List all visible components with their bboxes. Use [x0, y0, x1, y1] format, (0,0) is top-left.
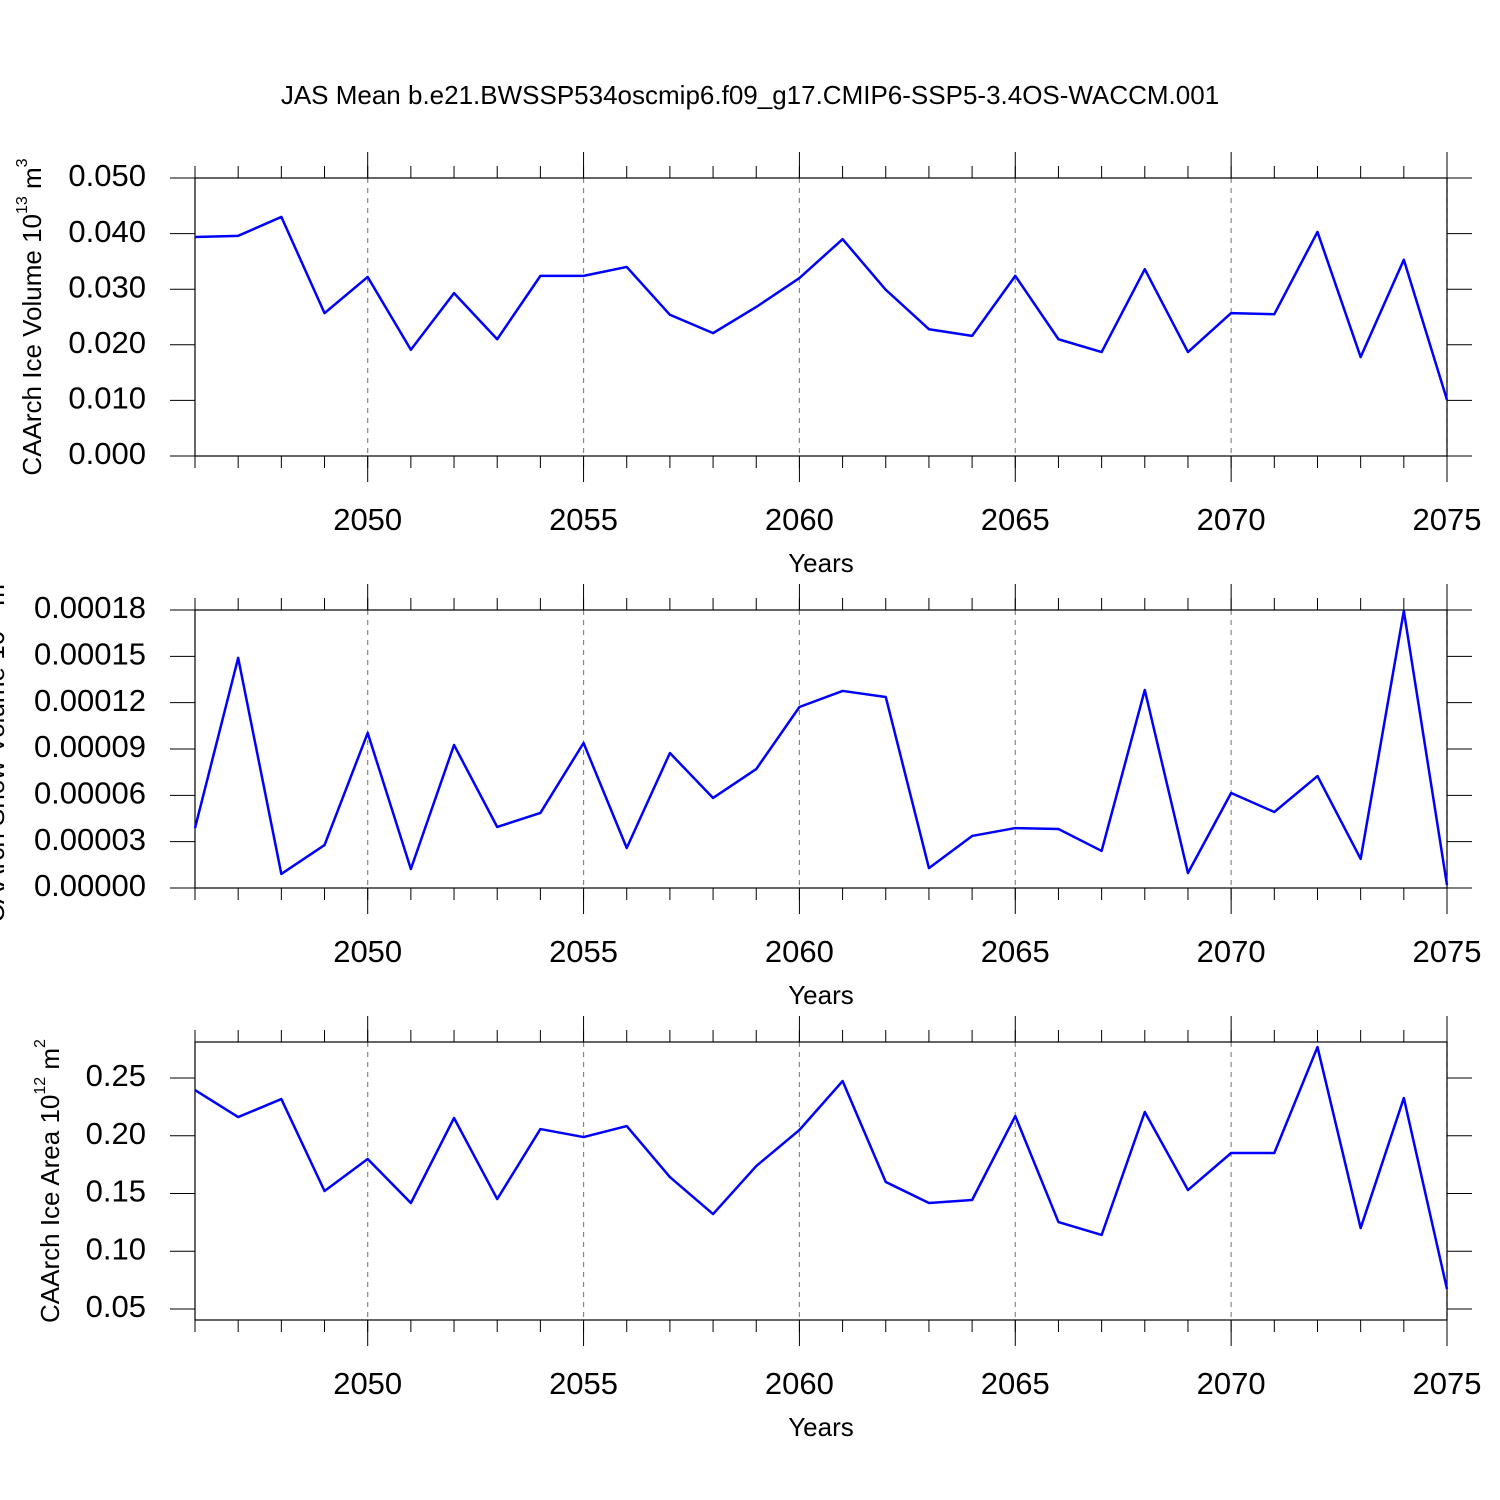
x-tick-label: 2055 [549, 502, 618, 537]
y-tick-label: 0.10 [86, 1231, 146, 1266]
x-axis-label: Years [788, 980, 854, 1010]
x-tick-label: 2075 [1413, 502, 1482, 537]
x-tick-label: 2070 [1197, 1366, 1266, 1401]
x-tick-label: 2050 [333, 934, 402, 969]
data-line [194, 1045, 1449, 1290]
y-tick-label: 0.25 [86, 1058, 146, 1093]
x-tick-label: 2055 [549, 934, 618, 969]
x-tick-label: 2060 [765, 502, 834, 537]
y-tick-label: 0.05 [86, 1289, 146, 1324]
y-tick-label: 0.00006 [34, 776, 146, 811]
y-axis-label-part: m [17, 167, 47, 196]
x-tick-label: 2075 [1413, 1366, 1482, 1401]
x-tick-label: 2075 [1413, 934, 1482, 969]
figure-title: JAS Mean b.e21.BWSSP534oscmip6.f09_g17.C… [281, 80, 1219, 110]
y-axis-label-exponent: 2 [32, 1039, 49, 1048]
y-tick-label: 0.20 [86, 1116, 146, 1151]
x-axis-label: Years [788, 548, 854, 578]
y-tick-label: 0.030 [68, 269, 146, 304]
y-tick-label: 0.00003 [34, 822, 146, 857]
y-axis-label-part: m [0, 584, 10, 613]
x-tick-label: 2065 [981, 1366, 1050, 1401]
y-axis-label: CAArch Ice Volume 1013 m3 [14, 158, 47, 475]
y-axis-label: CAArch Ice Area 1012 m2 [32, 1039, 65, 1323]
y-tick-label: 0.010 [68, 381, 146, 416]
data-line [194, 215, 1449, 401]
y-tick-label: 0.00009 [34, 729, 146, 764]
x-axis-label: Years [788, 1412, 854, 1442]
y-axis-label-part: CAArch Ice Volume 10 [17, 214, 47, 476]
y-axis-label-exponent: 12 [32, 1077, 49, 1095]
x-tick-label: 2055 [549, 1366, 618, 1401]
y-tick-label: 0.050 [68, 158, 146, 193]
y-tick-label: 0.040 [68, 214, 146, 249]
x-tick-label: 2050 [333, 1366, 402, 1401]
x-tick-label: 2070 [1197, 934, 1266, 969]
y-axis-label-part: CAArch Snow Volume 10 [0, 631, 10, 923]
y-axis-label-exponent: 13 [14, 196, 31, 214]
y-tick-label: 0.00000 [34, 868, 146, 903]
x-tick-label: 2065 [981, 502, 1050, 537]
y-tick-label: 0.00018 [34, 590, 146, 625]
y-tick-label: 0.15 [86, 1174, 146, 1209]
x-tick-label: 2050 [333, 502, 402, 537]
y-tick-label: 0.000 [68, 436, 146, 471]
plot-frame [194, 177, 1448, 457]
x-tick-label: 2070 [1197, 502, 1266, 537]
x-tick-label: 2060 [765, 1366, 834, 1401]
y-axis-label-exponent: 3 [14, 158, 31, 167]
data-line [193, 609, 1449, 886]
plot-frame [194, 1041, 1448, 1321]
x-tick-label: 2065 [981, 934, 1050, 969]
y-tick-label: 0.00015 [34, 637, 146, 672]
y-tick-label: 0.00012 [34, 683, 146, 718]
x-tick-label: 2060 [765, 934, 834, 969]
y-axis-label-part: CAArch Ice Area 10 [35, 1095, 65, 1323]
y-axis-label-part: m [35, 1048, 65, 1077]
y-axis-label: CAArch Snow Volume 1013 m3 [0, 575, 10, 923]
plot-frame [194, 609, 1448, 889]
y-tick-label: 0.020 [68, 325, 146, 360]
